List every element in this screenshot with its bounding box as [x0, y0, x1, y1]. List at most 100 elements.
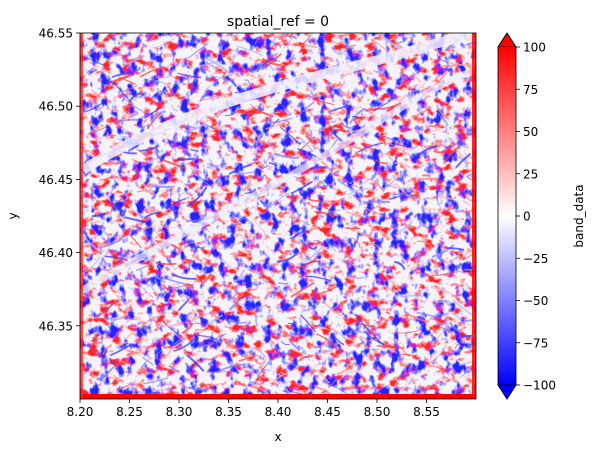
ridge-stroke	[430, 285, 450, 294]
ridge-stroke	[92, 220, 101, 225]
ridge-stroke	[147, 285, 155, 292]
ridge-stroke	[167, 283, 194, 291]
ridge-stroke	[197, 131, 208, 142]
y-axis-label: y	[6, 212, 20, 219]
ridge-stroke	[282, 35, 297, 39]
ridge-stroke	[224, 111, 237, 117]
ridge-stroke	[108, 357, 117, 367]
ridge-stroke	[217, 192, 225, 197]
ridge-stroke	[299, 230, 310, 235]
ridge-stroke	[458, 360, 476, 367]
ridge-stroke	[305, 134, 314, 143]
ridge-stroke	[160, 290, 170, 301]
ridge-stroke	[429, 121, 441, 127]
ridge-stroke	[290, 253, 311, 273]
ridge-stroke	[228, 297, 243, 311]
ridge-stroke	[193, 133, 205, 137]
ridge-stroke	[412, 286, 429, 302]
ridge-stroke	[359, 335, 373, 342]
ridge-stroke	[174, 326, 193, 345]
ridge-stroke	[116, 384, 130, 390]
ridge-stroke	[453, 111, 471, 118]
ridge-stroke	[119, 93, 143, 112]
ridge-stroke	[210, 310, 224, 324]
ridge-stroke	[190, 148, 199, 152]
ridge-stroke	[437, 192, 454, 200]
ridge-stroke	[102, 229, 112, 239]
ridge-stroke	[111, 312, 129, 320]
ridge-stroke	[89, 96, 102, 112]
ridge-stroke	[345, 227, 361, 230]
ridge-stroke	[433, 149, 449, 154]
ridge-stroke	[431, 271, 454, 276]
ridge-stroke	[411, 195, 420, 200]
ridge-stroke	[313, 286, 337, 296]
ridge-stroke	[155, 347, 167, 357]
ridge-stroke	[249, 352, 263, 366]
ridge-stroke	[198, 342, 215, 348]
colorbar-tick-label: 100	[523, 41, 546, 55]
ridge-stroke	[257, 139, 266, 143]
heatmap-red-edge-bottom	[80, 394, 476, 399]
ridge-stroke	[455, 209, 464, 213]
ridge-stroke	[435, 110, 446, 123]
ridge-stroke	[263, 149, 284, 170]
ridge-stroke	[407, 376, 415, 386]
ridge-stroke	[160, 276, 185, 285]
ridge-stroke	[104, 80, 116, 84]
ridge-stroke	[356, 230, 375, 240]
ridge-stroke	[146, 164, 160, 176]
ridge-stroke	[365, 200, 390, 205]
ridge-stroke	[289, 231, 300, 240]
ridge-stroke	[417, 177, 437, 181]
ridge-stroke	[120, 84, 138, 93]
ridge-stroke	[104, 302, 115, 309]
ridge-stroke	[357, 142, 383, 153]
ridge-stroke	[231, 49, 239, 56]
ridge-stroke	[229, 295, 237, 300]
ridge-stroke	[392, 338, 411, 358]
ridge-stroke	[291, 227, 306, 241]
ridge-stroke	[236, 301, 260, 311]
ridge-stroke	[300, 314, 316, 333]
ridge-stroke	[135, 261, 153, 272]
ridge-stroke	[436, 321, 447, 326]
ridge-stroke	[186, 70, 200, 86]
ridge-stroke	[139, 144, 160, 152]
x-axis: 8.20 8.25 8.30 8.35 8.40 8.45 8.50 8.55	[67, 399, 440, 419]
ridge-stroke	[298, 355, 310, 362]
ridge-stroke	[194, 303, 213, 307]
ridge-stroke	[450, 312, 463, 321]
x-tick-label: 8.35	[215, 405, 242, 419]
ridge-stroke	[291, 70, 298, 78]
y-tick-label: 46.35	[39, 319, 73, 333]
ridge-stroke	[387, 254, 396, 258]
ridge-stroke	[192, 377, 200, 380]
ridge-stroke	[177, 292, 196, 312]
ridge-stroke	[350, 237, 361, 249]
ridge-stroke	[287, 112, 296, 117]
ridge-stroke	[373, 319, 381, 324]
ridge-stroke	[411, 144, 419, 150]
ridge-stroke	[201, 382, 209, 387]
ridge-stroke	[168, 364, 180, 373]
ridge-stroke	[151, 110, 166, 121]
ridge-stroke	[138, 316, 155, 331]
ridge-stroke	[364, 169, 377, 173]
ridge-stroke	[409, 82, 426, 93]
ridge-stroke	[282, 390, 303, 396]
ridge-stroke	[455, 152, 472, 169]
colorbar: 100 75 50 25 0 −25 −50 −75 −100 band_data	[497, 32, 586, 400]
ridge-stroke	[307, 95, 322, 101]
ridge-stroke	[446, 246, 465, 251]
ridge-stroke	[355, 205, 380, 218]
ridge-stroke	[415, 144, 438, 158]
ridge-stroke	[84, 101, 104, 113]
ridge-stroke	[372, 96, 397, 112]
ridge-stroke	[238, 232, 247, 241]
ridge-stroke	[181, 322, 194, 335]
ridge-stroke	[398, 93, 408, 104]
ridge-stroke	[436, 104, 450, 120]
ridge-stroke	[342, 178, 364, 190]
valley-band	[81, 66, 476, 294]
